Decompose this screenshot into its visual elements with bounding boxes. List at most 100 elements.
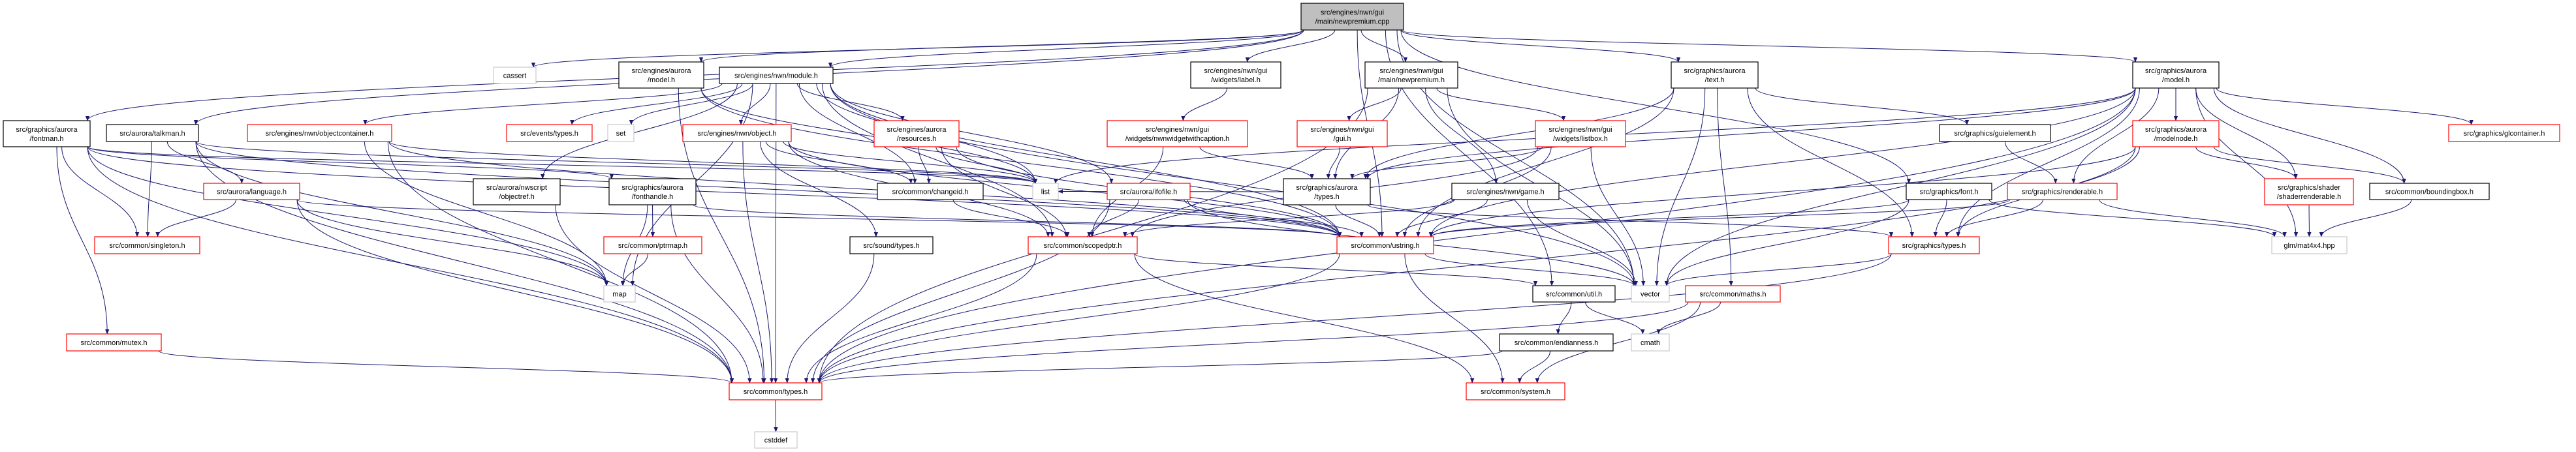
node-ustring[interactable]: src/common/ustring.h (1336, 236, 1434, 254)
node-gtypes[interactable]: src/graphics/aurora/types.h (1283, 178, 1371, 205)
node-label: src/common/changeid.h (892, 188, 969, 196)
edge-ustring-to-vector (1424, 253, 1637, 286)
edges-layer (56, 29, 2474, 432)
edge-module-to-set (629, 83, 753, 125)
node-box (607, 124, 635, 142)
node-maths[interactable]: src/common/maths.h (1685, 285, 1781, 303)
node-system[interactable]: src/common/system.h (1466, 382, 1565, 400)
node-mutex[interactable]: src/common/mutex.h (66, 333, 162, 352)
node-eng_model[interactable]: src/engines/aurora/model.h (618, 61, 704, 89)
node-label: /modelnode.h (2154, 135, 2198, 143)
edge-language-to-singleton (155, 199, 236, 237)
node-box (2448, 124, 2560, 142)
node-fontman[interactable]: src/graphics/aurora/fontman.h (3, 120, 91, 147)
edge-text-to-ustring (1416, 87, 1674, 237)
edge-renderable-to-ustring (1429, 199, 2011, 237)
node-modelnode[interactable]: src/graphics/aurora/modelnode.h (2132, 120, 2220, 147)
node-box (1283, 178, 1371, 205)
node-box (1032, 183, 1059, 200)
node-newpremium_h[interactable]: src/engines/nwn/gui/main/newpremium.h (1364, 61, 1458, 89)
node-shaderrenderable[interactable]: src/graphics/shader/shaderrenderable.h (2264, 178, 2354, 205)
node-listbox[interactable]: src/engines/nwn/gui/widgets/listbox.h (1535, 120, 1626, 147)
node-label: /resources.h (897, 135, 937, 143)
node-singleton[interactable]: src/common/singleton.h (94, 236, 200, 254)
edge-changeid-to-scopedptr (952, 199, 1070, 237)
edge-object-to-ustring (788, 141, 1342, 237)
node-box (1364, 61, 1458, 89)
edge-talkman-to-list (195, 141, 1037, 184)
node-sound_types[interactable]: src/sound/types.h (849, 236, 934, 254)
node-language[interactable]: src/aurora/language.h (203, 183, 300, 200)
node-box (1939, 124, 2051, 142)
edge-util-to-cmath (1585, 301, 1645, 335)
node-label: src/engines/nwn/gui (1548, 126, 1612, 134)
node-scopedptr[interactable]: src/common/scopedptr.h (1028, 236, 1138, 254)
node-box (2007, 183, 2118, 200)
node-endianness[interactable]: src/common/endianness.h (1499, 333, 1614, 352)
node-label: src/engines/nwn/objectcontainer.h (266, 130, 374, 138)
edge-objectcontainer-to-list (388, 141, 1037, 184)
edge-module-to-ustring (830, 83, 1342, 237)
node-box (106, 124, 199, 142)
node-graphics_types[interactable]: src/graphics/types.h (1888, 236, 1980, 254)
node-ifofile[interactable]: src/aurora/ifofile.h (1107, 183, 1191, 200)
node-ptrmap[interactable]: src/common/ptrmap.h (603, 236, 702, 254)
edge-font-to-mat4x4 (1988, 199, 2277, 237)
node-game[interactable]: src/engines/nwn/game.h (1451, 183, 1560, 200)
edge-cpp-to-text (1400, 29, 1681, 63)
edge-gmodel-to-glcontainer (2216, 87, 2474, 125)
node-gui[interactable]: src/engines/nwn/gui/gui.h (1296, 120, 1388, 147)
node-label[interactable]: src/engines/nwn/gui/widgets/label.h (1190, 61, 1281, 89)
edge-cpp-to-module (828, 29, 1304, 68)
node-changeid[interactable]: src/common/changeid.h (877, 183, 984, 200)
node-module[interactable]: src/engines/nwn/module.h (719, 67, 834, 84)
edge-text-to-graphics_types (1747, 87, 1915, 237)
edge-cpp-to-newpremium_h (1360, 29, 1408, 63)
edge-fontman-to-fonthandle (87, 146, 614, 179)
node-label: src/aurora/language.h (217, 188, 287, 196)
node-label: /widgets/nwnwidgetwithcaption.h (1125, 135, 1230, 143)
node-objectcontainer[interactable]: src/engines/nwn/objectcontainer.h (247, 124, 392, 142)
node-label: /widgets/listbox.h (1553, 135, 1608, 143)
edge-guielement-to-renderable (2004, 141, 2058, 184)
node-renderable[interactable]: src/graphics/renderable.h (2007, 183, 2118, 200)
node-box (247, 124, 392, 142)
node-types[interactable]: src/common/types.h (729, 382, 823, 400)
node-talkman[interactable]: src/aurora/talkman.h (106, 124, 199, 142)
node-label: src/graphics/aurora (1684, 67, 1746, 75)
node-guielement[interactable]: src/graphics/guielement.h (1939, 124, 2051, 142)
edge-gmodel-to-types (817, 87, 2136, 384)
node-gmodel[interactable]: src/graphics/aurora/model.h (2132, 61, 2220, 89)
edge-resources-to-scopedptr (941, 146, 1069, 237)
edge-fontman-to-map (87, 146, 609, 286)
node-box (1451, 183, 1560, 200)
edge-fontman-to-singleton (61, 146, 140, 237)
node-boundingbox[interactable]: src/common/boundingbox.h (2369, 183, 2490, 200)
node-font[interactable]: src/graphics/font.h (1906, 183, 1992, 200)
edge-scopedptr-to-system (1134, 253, 1475, 384)
node-fonthandle[interactable]: src/graphics/aurora/fonthandle.h (608, 178, 697, 205)
node-label: /model.h (648, 76, 675, 84)
edge-label-to-nwnwidget (1181, 87, 1228, 121)
edge-talkman-to-language (166, 141, 244, 184)
node-label: src/common/system.h (1481, 388, 1550, 396)
edge-ifofile-to-types (810, 199, 1110, 384)
node-nwnwidget[interactable]: src/engines/nwn/gui/widgets/nwnwidgetwit… (1107, 120, 1248, 147)
edge-renderable-to-mat4x4 (2099, 199, 2287, 237)
node-label: set (616, 130, 626, 138)
node-resources[interactable]: src/engines/aurora/resources.h (873, 120, 960, 147)
edge-object-to-list (783, 141, 1038, 184)
node-object[interactable]: src/engines/nwn/object.h (682, 124, 792, 142)
edge-fonthandle-to-types (670, 204, 766, 384)
node-text[interactable]: src/graphics/aurora/text.h (1671, 61, 1759, 89)
node-util[interactable]: src/common/util.h (1532, 285, 1616, 303)
node-box (1631, 285, 1670, 303)
node-objectref[interactable]: src/aurora/nwscript/objectref.h (473, 178, 561, 205)
node-cpp[interactable]: src/engines/nwn/gui/main/newpremium.cpp (1300, 3, 1404, 31)
node-events_types[interactable]: src/events/types.h (506, 124, 593, 142)
edge-fonthandle-to-ustring (693, 204, 1342, 237)
node-box (1888, 236, 1980, 254)
edge-cpp-to-label (1245, 29, 1336, 63)
node-box (3, 120, 91, 147)
node-glcontainer[interactable]: src/graphics/glcontainer.h (2448, 124, 2560, 142)
